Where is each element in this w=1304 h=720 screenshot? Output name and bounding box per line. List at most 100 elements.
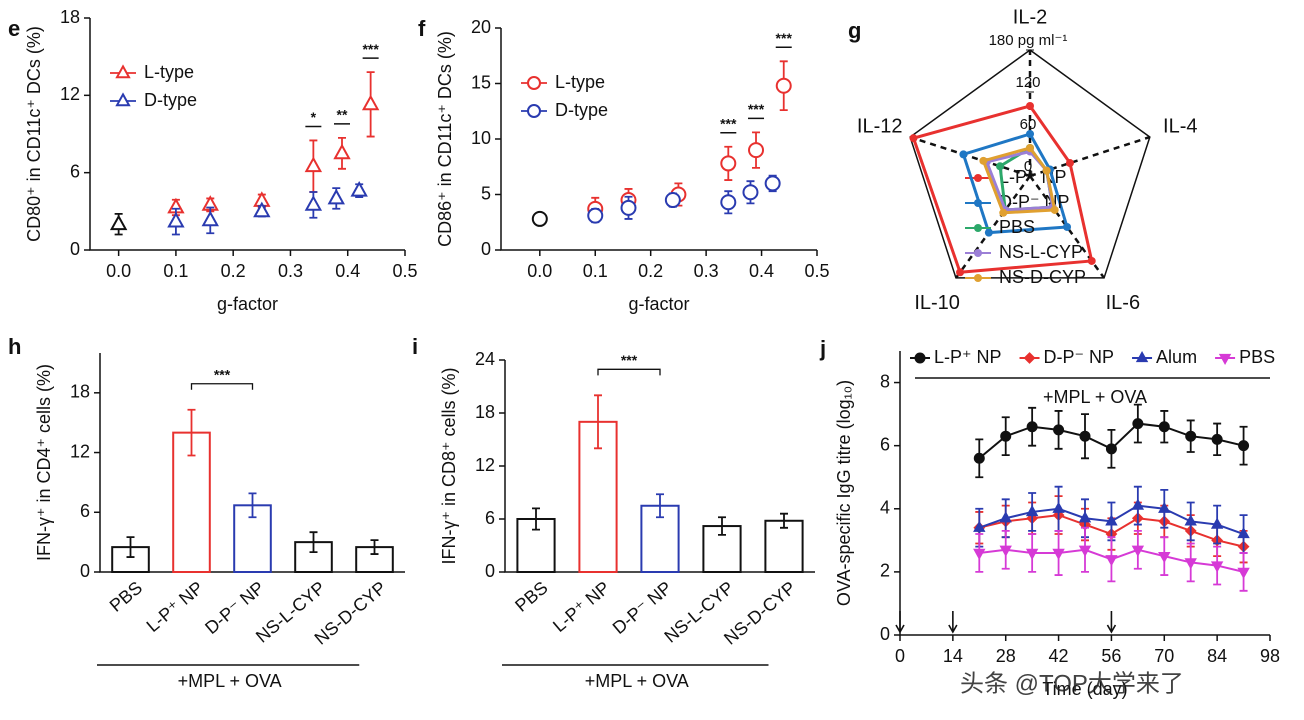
marker xyxy=(956,268,965,277)
marker xyxy=(1052,501,1065,513)
y-axis-label: IFN-γ⁺ in CD8⁺ cells (%) xyxy=(439,367,459,564)
significance: *** xyxy=(748,101,765,117)
significance: ** xyxy=(337,107,348,123)
marker xyxy=(979,156,988,165)
marker xyxy=(1105,514,1118,526)
panel-label: e xyxy=(8,16,20,41)
legend-marker xyxy=(974,274,982,282)
r-tick-label: 0 xyxy=(1024,158,1032,175)
x-tick-label: 42 xyxy=(1049,646,1069,666)
legend-label: NS-D-CYP xyxy=(999,267,1086,287)
marker xyxy=(764,175,781,192)
y-tick-label: 12 xyxy=(60,84,80,104)
marker xyxy=(914,352,926,364)
marker xyxy=(973,520,986,532)
radar-series xyxy=(981,146,1057,215)
marker xyxy=(1050,205,1059,214)
header: +MPL + OVA xyxy=(1043,387,1147,407)
marker xyxy=(1158,421,1170,433)
y-tick-label: 6 xyxy=(80,501,90,521)
axis-name: IL-10 xyxy=(914,292,960,314)
significance: *** xyxy=(362,41,379,57)
error-bar xyxy=(532,507,540,531)
y-tick-label: 24 xyxy=(475,349,495,369)
y-axis-label: IFN-γ⁺ in CD4⁺ cells (%) xyxy=(34,364,54,561)
r-tick-label: 180 pg ml⁻¹ xyxy=(989,32,1068,49)
y-tick-label: 12 xyxy=(70,441,90,461)
marker xyxy=(748,142,765,159)
marker xyxy=(620,199,637,216)
x-tick-label: PBS xyxy=(511,577,551,615)
watermark: 头条 @TOP大学来了 xyxy=(960,670,1184,697)
marker xyxy=(1184,558,1197,570)
marker xyxy=(973,548,986,560)
legend-label: D-type xyxy=(555,100,608,120)
legend-marker xyxy=(974,249,982,257)
x-tick-label: 0.5 xyxy=(392,261,417,281)
panel-label: f xyxy=(418,16,426,41)
x-tick-label: 28 xyxy=(996,646,1016,666)
y-axis-label: CD80⁺ in CD11c⁺ DCs (%) xyxy=(24,26,44,242)
y-tick-label: 0 xyxy=(80,561,90,581)
marker xyxy=(1025,548,1039,560)
significance: *** xyxy=(776,30,793,46)
y-axis-label: OVA-specific IgG titre (log₁₀) xyxy=(834,380,854,606)
x-tick-label: 0.1 xyxy=(163,261,188,281)
marker xyxy=(1131,545,1145,557)
marker xyxy=(115,64,131,79)
marker xyxy=(1218,353,1232,366)
marker xyxy=(999,511,1012,523)
x-tick-label: 0.0 xyxy=(106,261,131,281)
x-tick-label: PBS xyxy=(106,577,146,615)
footer: +MPL + OVA xyxy=(178,671,282,691)
error-bar xyxy=(187,408,196,457)
significance: * xyxy=(311,109,317,125)
radar-frame xyxy=(909,49,1151,279)
x-tick-label: 0.0 xyxy=(527,261,552,281)
x-tick-label: 0.4 xyxy=(335,261,360,281)
x-tick-label: 98 xyxy=(1260,646,1280,666)
y-tick-label: 18 xyxy=(60,7,80,27)
legend-label: D-P⁻ NP xyxy=(1044,347,1115,367)
marker xyxy=(253,201,271,218)
axis-line xyxy=(89,18,405,251)
r-tick-label: 120 xyxy=(1015,74,1040,91)
x-tick-label: 70 xyxy=(1154,646,1174,666)
x-tick-label: 14 xyxy=(943,646,963,666)
x-tick-label: 0.3 xyxy=(278,261,303,281)
marker xyxy=(527,104,541,118)
y-axis-label: CD86⁺ in CD11c⁺ DCs (%) xyxy=(435,31,455,247)
marker xyxy=(327,188,345,205)
marker xyxy=(109,214,128,231)
marker xyxy=(1026,421,1038,433)
marker xyxy=(1211,433,1223,445)
marker xyxy=(1025,504,1039,517)
y-tick-label: 6 xyxy=(485,508,495,528)
y-tick-label: 18 xyxy=(475,402,495,422)
radar-axis xyxy=(1029,135,1151,178)
error-bar xyxy=(248,492,257,519)
y-tick-label: 0 xyxy=(485,561,495,581)
x-tick-label: 0 xyxy=(895,646,905,666)
bar xyxy=(764,519,804,573)
radar-series xyxy=(961,132,1069,235)
marker xyxy=(1000,430,1012,442)
legend-label: L-type xyxy=(555,72,605,92)
y-tick-label: 10 xyxy=(471,128,491,148)
legend-label: L-P⁺ NP xyxy=(934,347,1002,367)
marker xyxy=(527,76,541,90)
radar-series xyxy=(911,104,1094,274)
marker xyxy=(1063,222,1072,231)
error-bar xyxy=(780,512,788,529)
panel-label: g xyxy=(848,18,861,43)
x-tick-label: 0.1 xyxy=(583,261,608,281)
marker xyxy=(959,150,968,159)
x-tick-label: 0.2 xyxy=(638,261,663,281)
marker xyxy=(1158,501,1171,513)
y-tick-label: 0 xyxy=(481,239,491,259)
marker xyxy=(984,228,993,237)
marker xyxy=(1105,443,1117,455)
marker xyxy=(664,192,681,209)
marker xyxy=(1135,350,1149,363)
y-tick-label: 18 xyxy=(70,382,90,402)
